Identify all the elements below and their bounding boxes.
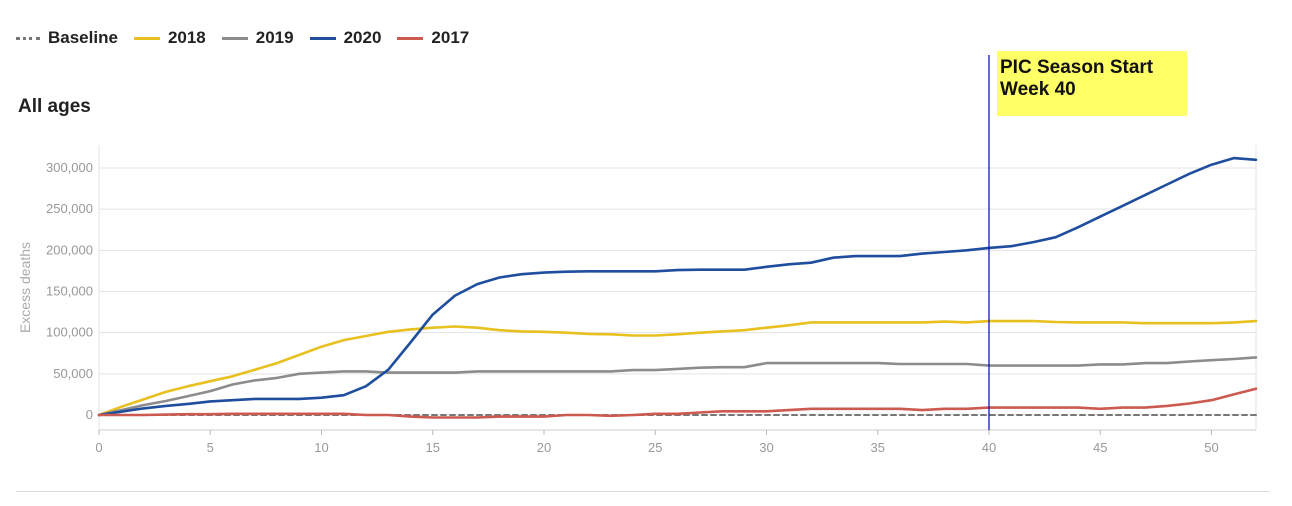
series-line-2017	[97, 387, 1258, 419]
bottom-divider	[16, 491, 1270, 492]
y-tick-label: 50,000	[53, 366, 93, 381]
series-line-2018	[97, 319, 1258, 417]
legend-label-baseline: Baseline	[48, 28, 118, 47]
legend-item-2019[interactable]: 2019	[221, 28, 294, 48]
legend-label-2017: 2017	[431, 28, 470, 47]
annotation-line1: PIC Season Start	[1000, 57, 1154, 78]
legend-item-baseline[interactable]: Baseline	[16, 28, 118, 48]
y-tick-label: 150,000	[46, 284, 93, 299]
legend-swatch-2020	[309, 36, 336, 40]
x-tick-label: 0	[95, 440, 102, 455]
series-line-2019	[97, 356, 1258, 417]
y-tick-label: 200,000	[46, 242, 93, 257]
annotation-line2: Week 40	[1000, 79, 1076, 100]
x-tick-label: 20	[537, 440, 551, 455]
x-tick-label: 25	[648, 440, 662, 455]
legend-swatch-2018	[133, 36, 160, 40]
legend-item-2017[interactable]: 2017	[397, 28, 469, 48]
x-tick-label: 40	[982, 440, 996, 455]
series-line-2020	[97, 156, 1258, 417]
x-tick-label: 10	[314, 440, 328, 455]
legend: Baseline 2018 2019 2020 2017	[16, 28, 469, 48]
y-tick-label: 250,000	[46, 201, 93, 216]
x-tick-label: 30	[759, 440, 773, 455]
legend-label-2019: 2019	[255, 28, 294, 47]
x-tick-label: 15	[426, 440, 440, 455]
legend-item-2020[interactable]: 2020	[309, 28, 382, 48]
legend-label-2018: 2018	[167, 28, 206, 47]
legend-swatch-2017	[397, 36, 424, 40]
x-tick-label: 45	[1093, 440, 1107, 455]
season-start-annotation: PIC Season Start Week 40	[997, 51, 1187, 116]
x-tick-label: 50	[1204, 440, 1218, 455]
legend-swatch-2019	[221, 36, 248, 40]
y-tick-label: 300,000	[46, 160, 93, 175]
x-tick-label: 35	[871, 440, 885, 455]
x-tick-label: 5	[207, 440, 214, 455]
y-tick-label: 0	[86, 407, 93, 422]
legend-label-2020: 2020	[343, 28, 382, 47]
legend-item-2018[interactable]: 2018	[133, 28, 206, 48]
panel-title: All ages	[18, 96, 91, 117]
y-tick-label: 100,000	[46, 325, 93, 340]
legend-swatch-baseline	[16, 36, 40, 40]
y-axis-label: Excess deaths	[17, 242, 33, 333]
